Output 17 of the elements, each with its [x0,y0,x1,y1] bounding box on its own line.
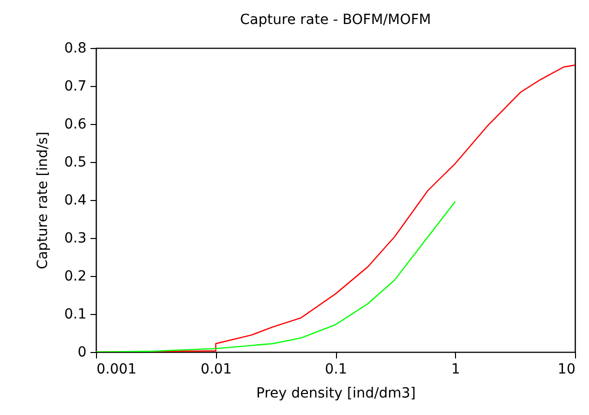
y-tick-label: 0 [78,344,86,360]
x-tick-label: 10 [558,362,576,378]
y-tick-label: 0.5 [64,154,86,170]
x-tick-label: 0.001 [96,362,137,378]
x-tick-label: 0.01 [200,362,232,378]
x-tick-label: 1 [451,362,460,378]
y-tick-label: 0.7 [64,78,86,94]
y-tick-label: 0.1 [64,306,86,322]
x-tick-label: 0.1 [324,362,348,378]
y-tick-label: 0.3 [64,230,86,246]
x-axis-title: Prey density [ind/dm3] [256,386,416,402]
chart-title: Capture rate - BOFM/MOFM [240,12,431,28]
y-tick-label: 0.4 [64,192,87,208]
y-tick-label: 0.8 [64,40,86,56]
y-axis-title: Capture rate [ind/s] [35,132,52,270]
y-tick-label: 0.6 [64,116,87,132]
y-tick-label: 0.2 [64,268,86,284]
